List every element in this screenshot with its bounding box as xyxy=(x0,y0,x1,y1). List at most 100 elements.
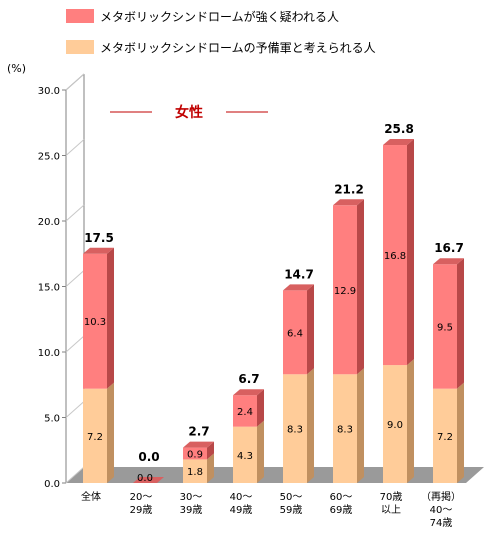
legend-swatch-strong xyxy=(66,9,94,23)
bar-top-1 xyxy=(133,477,164,483)
bar-upper-7-side xyxy=(457,258,464,389)
segment-label-upper: 6.4 xyxy=(287,328,303,339)
bar-lower-7-side xyxy=(457,382,464,483)
annotation-label: 女性 xyxy=(175,104,203,121)
segment-label-upper: 2.4 xyxy=(237,407,253,418)
category-label: 29歳 xyxy=(130,504,153,516)
bar-upper-4-front xyxy=(283,290,307,375)
segment-label-lower: 8.3 xyxy=(287,425,303,436)
legend-item-reserve: メタボリックシンドロームの予備軍と考えられる人 xyxy=(66,37,376,57)
segment-label-upper: 12.9 xyxy=(334,286,356,297)
category-label: 70歳 xyxy=(380,491,403,503)
category-label: 40～ xyxy=(430,505,453,516)
bar-top-3 xyxy=(233,389,264,396)
category-label: 60～ xyxy=(330,492,353,503)
bar-upper-3-front xyxy=(233,395,257,427)
category-label: 以上 xyxy=(381,504,401,516)
category-label: 50～ xyxy=(280,492,303,503)
legend: メタボリックシンドロームが強く疑われる人 メタボリックシンドロームの予備軍と考え… xyxy=(66,6,376,68)
bar-lower-2-side xyxy=(207,453,214,483)
bar-lower-0-side xyxy=(107,382,114,483)
category-label: 20～ xyxy=(130,492,153,503)
bar-top-5 xyxy=(333,199,364,206)
legend-item-strong: メタボリックシンドロームが強く疑われる人 xyxy=(66,6,376,26)
total-label: 6.7 xyxy=(238,372,259,386)
segment-label-upper: 10.3 xyxy=(84,317,106,328)
y-tick-label: 0.0 xyxy=(44,479,60,490)
y-tick-label: 20.0 xyxy=(38,217,60,228)
bar-top-4 xyxy=(283,284,314,291)
segment-label-lower: 7.2 xyxy=(437,432,453,443)
bar-upper-5-front xyxy=(333,205,357,375)
category-label: 74歳 xyxy=(430,517,453,529)
category-label: 全体 xyxy=(81,490,101,503)
bar-top-6 xyxy=(383,139,414,146)
category-label: 59歳 xyxy=(280,504,303,516)
segment-label-lower: 7.2 xyxy=(87,432,103,443)
y-tick-label: 15.0 xyxy=(38,283,60,294)
y-axis-unit: (%) xyxy=(7,62,27,75)
y-tick-depth-line xyxy=(65,270,85,287)
bar-lower-4-side xyxy=(307,368,314,483)
y-tick-depth-line xyxy=(65,204,85,222)
y-tick-depth-line xyxy=(65,73,85,91)
legend-label-reserve: メタボリックシンドロームの予備軍と考えられる人 xyxy=(100,40,376,55)
bar-lower-0-front xyxy=(83,388,107,483)
y-tick-label: 10.0 xyxy=(38,348,60,359)
total-label: 25.8 xyxy=(384,122,414,136)
total-label: 17.5 xyxy=(84,231,114,245)
legend-label-strong: メタボリックシンドロームが強く疑われる人 xyxy=(100,9,340,24)
bar-upper-0-side xyxy=(107,247,114,389)
total-label: 14.7 xyxy=(284,267,314,281)
segment-label-lower: 8.3 xyxy=(337,425,353,436)
bar-upper-3-side xyxy=(257,389,264,427)
bar-upper-6-side xyxy=(407,139,414,366)
category-label: 49歳 xyxy=(230,504,253,516)
y-tick-depth-line xyxy=(65,139,85,156)
bar-top-7 xyxy=(433,258,464,265)
y-tick-depth-line xyxy=(65,401,85,418)
total-label: 21.2 xyxy=(334,182,364,196)
bar-upper-7-front xyxy=(433,264,457,389)
bar-upper-4-side xyxy=(307,284,314,375)
y-tick-label: 5.0 xyxy=(44,414,60,425)
bar-upper-2-side xyxy=(207,441,214,460)
segment-label-upper: 16.8 xyxy=(384,251,406,262)
total-label: 2.7 xyxy=(188,425,209,439)
y-tick-depth-line xyxy=(65,466,85,484)
bar-lower-4-front xyxy=(283,374,307,483)
y-tick-label: 25.0 xyxy=(38,152,60,163)
segment-label-upper: 9.5 xyxy=(437,322,453,333)
bar-top-2 xyxy=(183,441,214,448)
bar-top-0 xyxy=(83,247,114,254)
y-tick-label: 30.0 xyxy=(38,86,60,97)
segment-label-lower: 4.3 xyxy=(237,451,253,462)
bar-lower-7-front xyxy=(433,388,457,483)
segment-label-lower: 1.8 xyxy=(187,467,203,478)
segment-label-lower: 9.0 xyxy=(387,420,403,431)
total-label: 16.7 xyxy=(434,241,464,255)
legend-swatch-reserve xyxy=(66,40,94,54)
category-label: 39歳 xyxy=(180,504,203,516)
bar-lower-5-front xyxy=(333,374,357,483)
chart-floor xyxy=(66,467,484,483)
segment-label-lower: 0.0 xyxy=(137,473,153,484)
category-label: 69歳 xyxy=(330,504,353,516)
y-tick-depth-line xyxy=(65,335,85,353)
bar-upper-6-front xyxy=(383,145,407,366)
bar-upper-5-side xyxy=(357,199,364,375)
bar-lower-5-side xyxy=(357,368,364,483)
bar-lower-3-side xyxy=(257,420,264,483)
category-label: 30～ xyxy=(180,492,203,503)
segment-label-upper: 0.9 xyxy=(187,450,203,461)
bar-upper-0-front xyxy=(83,253,107,389)
bar-upper-2-front xyxy=(183,447,207,460)
bar-lower-6-front xyxy=(383,365,407,483)
category-label: 40～ xyxy=(230,492,253,503)
bar-lower-2-front xyxy=(183,459,207,483)
total-label: 0.0 xyxy=(138,450,159,464)
category-label: （再掲） xyxy=(421,491,461,503)
bar-lower-6-side xyxy=(407,359,414,483)
bar-lower-3-front xyxy=(233,426,257,483)
